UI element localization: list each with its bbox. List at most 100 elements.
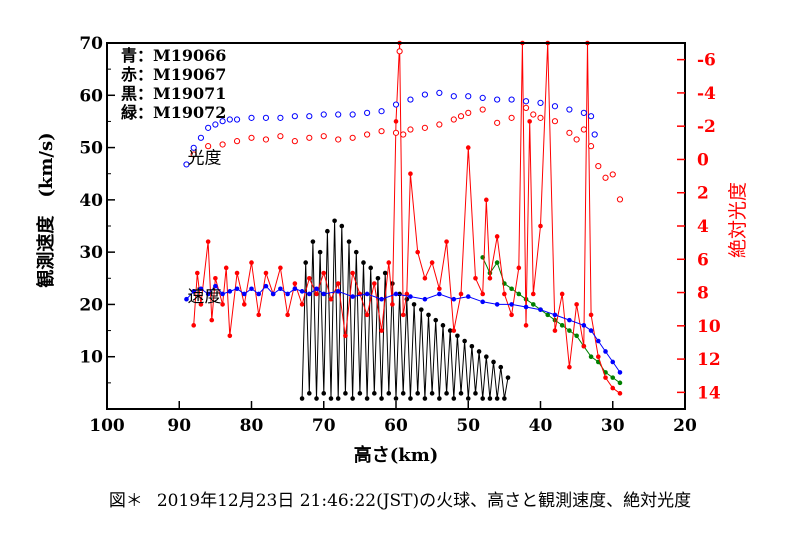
- data-point: [386, 391, 392, 396]
- x-tick-label: 30: [601, 416, 625, 436]
- data-point: [502, 291, 507, 297]
- data-point: [610, 375, 616, 380]
- data-point: [349, 134, 356, 141]
- data-point: [516, 291, 522, 297]
- data-point: [407, 96, 414, 103]
- data-point: [552, 328, 558, 333]
- data-point: [314, 291, 319, 297]
- data-point: [198, 302, 204, 307]
- data-point: [596, 338, 601, 344]
- data-point: [498, 364, 504, 370]
- data-point: [437, 291, 442, 297]
- series-line: [301, 220, 509, 399]
- data-point: [262, 114, 270, 121]
- x-tick-label: 20: [673, 416, 697, 436]
- data-point: [314, 286, 319, 292]
- y-right-tick-label: -6: [697, 51, 716, 71]
- data-point: [220, 302, 225, 307]
- data-point: [545, 312, 551, 318]
- y-right-tick-label: 4: [697, 217, 709, 237]
- x-tick-label: 40: [529, 416, 553, 436]
- data-point: [234, 286, 240, 292]
- data-point: [350, 396, 355, 401]
- data-point: [480, 291, 486, 297]
- data-point: [527, 119, 532, 124]
- data-point: [190, 151, 197, 158]
- data-point: [249, 260, 254, 265]
- data-point: [523, 304, 529, 310]
- data-point: [616, 196, 624, 203]
- y-right-tick-label: 14: [697, 383, 721, 403]
- data-point: [587, 113, 595, 120]
- data-point: [469, 343, 475, 349]
- data-point: [343, 333, 348, 339]
- data-point: [393, 396, 399, 401]
- data-point: [603, 349, 608, 354]
- data-point: [343, 391, 348, 396]
- data-point: [559, 291, 565, 297]
- right-y-axis: -6 -4 -2 0 2 4 6 8 10 12 14: [677, 51, 721, 403]
- series-line: [482, 257, 621, 384]
- legend-entry: 黒：M19071: [121, 84, 226, 103]
- data-point: [378, 108, 385, 115]
- data-point: [299, 302, 305, 307]
- y-right-tick-label: 0: [697, 150, 709, 170]
- data-point: [415, 249, 420, 255]
- x-tick-label: 80: [240, 416, 264, 436]
- data-point: [350, 270, 355, 276]
- data-point: [299, 289, 305, 294]
- data-point: [479, 94, 486, 102]
- data-point: [349, 111, 356, 118]
- data-point: [368, 265, 374, 271]
- data-point: [567, 328, 572, 333]
- data-point: [567, 364, 572, 370]
- data-point: [465, 109, 472, 116]
- series-2: [190, 48, 624, 203]
- y-left-tick-label: 20: [79, 295, 103, 315]
- data-point: [421, 124, 428, 131]
- series-4: [299, 218, 511, 401]
- data-point: [603, 375, 608, 380]
- y-left-tick-label: 50: [79, 139, 103, 159]
- data-point: [484, 354, 489, 360]
- data-point: [580, 126, 587, 133]
- data-point: [227, 333, 233, 339]
- data-point: [306, 113, 313, 120]
- data-point: [422, 296, 428, 302]
- y-left-tick-label: 30: [79, 243, 103, 263]
- data-point: [433, 317, 439, 323]
- data-point: [407, 126, 414, 133]
- legend-entry: 赤：M19067: [121, 65, 226, 84]
- data-point: [361, 260, 366, 265]
- data-point: [465, 145, 471, 150]
- legend-entry: 青：M19066: [121, 46, 226, 65]
- data-point: [223, 265, 229, 271]
- data-point: [479, 106, 486, 113]
- data-point: [328, 396, 334, 401]
- data-point: [523, 323, 529, 328]
- data-point: [595, 163, 602, 170]
- data-point: [473, 275, 478, 281]
- data-point: [205, 291, 211, 297]
- data-point: [263, 283, 269, 289]
- y-left-tick-label: 40: [79, 191, 103, 211]
- data-point: [610, 359, 616, 365]
- data-point: [256, 312, 262, 318]
- data-point: [450, 116, 457, 123]
- data-point: [307, 391, 312, 396]
- data-point: [422, 396, 428, 401]
- data-point: [473, 391, 478, 396]
- data-point: [480, 396, 486, 401]
- data-point: [491, 359, 496, 365]
- series-layer: [183, 40, 624, 401]
- data-point: [320, 111, 327, 118]
- data-point: [404, 291, 410, 297]
- data-point: [227, 289, 233, 294]
- data-point: [335, 289, 341, 294]
- data-point: [234, 270, 240, 276]
- data-point: [455, 333, 460, 339]
- data-point: [392, 101, 400, 108]
- data-point: [335, 396, 341, 401]
- data-point: [263, 270, 269, 276]
- data-point: [609, 171, 616, 178]
